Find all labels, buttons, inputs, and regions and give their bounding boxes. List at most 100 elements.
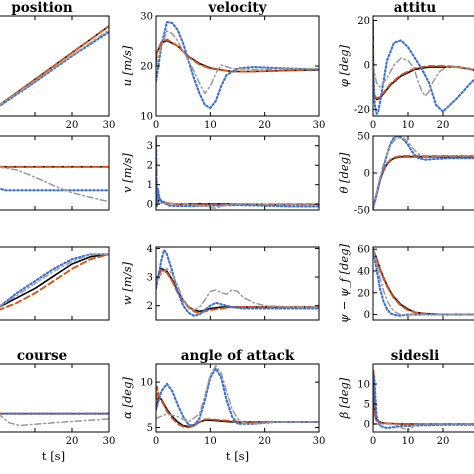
axes-box <box>0 363 110 433</box>
panel-title: course <box>17 348 67 364</box>
panel-title: attitu <box>394 0 437 16</box>
y-tick-label: 5 <box>147 423 153 434</box>
axes-box <box>372 363 474 433</box>
axes-box <box>0 135 110 211</box>
y-tick-label: 0 <box>147 200 153 211</box>
y-tick-label: 0 <box>364 420 370 431</box>
series-line-blue-dotted <box>156 136 319 208</box>
y-tick-label: 2 <box>147 161 153 172</box>
x-tick-label: 10 <box>204 120 217 131</box>
y-tick-label: 3 <box>147 141 153 152</box>
panel-angle-of-attack: 5 10 0 10 20 30 angle of attack α [deg] t [s] <box>120 348 325 463</box>
y-tick-label: 0 <box>364 310 370 321</box>
series-line-gray-dashdot <box>373 136 474 210</box>
y-tick-label: 10 <box>357 380 370 391</box>
x-tick-label: 20 <box>66 436 79 447</box>
panel-title: velocity <box>208 0 268 16</box>
panel-1-2: -50 0 50 θ [deg] <box>337 132 474 217</box>
y-tick-label: 20 <box>357 16 370 27</box>
series-line-blue-dotted <box>0 185 109 192</box>
series-line-blue-dotted <box>0 253 109 308</box>
panel-position: 20 30 position <box>0 0 115 131</box>
series-line-red-dashed <box>156 138 319 206</box>
x-tick-label: 10 <box>204 436 217 447</box>
panel-2-2: 0 20 40 60 ψ − ψ_f [deg] <box>337 243 474 323</box>
series-line-blue-dotted <box>373 248 474 317</box>
axes-box <box>155 363 320 433</box>
x-tick-label: 10 <box>402 436 415 447</box>
series-line-blue-dotted <box>373 374 474 430</box>
axes-box <box>372 135 474 211</box>
y-tick-label: 3 <box>147 273 153 284</box>
x-tick-label: 20 <box>258 436 271 447</box>
y-axis-label: β [deg] <box>337 377 351 419</box>
panel-2-0 <box>0 246 110 321</box>
x-tick-label: 30 <box>313 436 326 447</box>
y-tick-label: 50 <box>357 132 370 143</box>
x-tick-label: 20 <box>66 120 79 131</box>
series-line-gray-dashdot <box>373 57 474 97</box>
y-tick-label: 20 <box>357 288 370 299</box>
series-line-gray-dashdot <box>0 166 109 203</box>
series-line-gray-dashdot <box>156 202 319 209</box>
x-tick-label: 30 <box>103 436 116 447</box>
series-line-gray-dashdot <box>0 414 109 427</box>
series-line-gray-dashdot <box>156 30 319 95</box>
x-tick-label: 10 <box>402 120 415 131</box>
series-line-blue-dotted <box>156 367 319 427</box>
panel-title: sidesli <box>391 348 440 364</box>
panel-2-1: 2 3 4 w [m/s] <box>120 244 320 321</box>
x-tick-label: 0 <box>370 120 376 131</box>
axes-box <box>0 246 110 321</box>
x-tick-label: 20 <box>437 120 450 131</box>
series-line-black <box>373 155 474 210</box>
panel-title: angle of attack <box>181 348 295 364</box>
x-tick-label: 0 <box>153 436 159 447</box>
x-axis-label: t [s] <box>226 449 249 463</box>
series-line-gray-dashdot <box>0 253 109 308</box>
series-line-blue-dotted <box>156 248 319 317</box>
x-tick-label: 30 <box>103 120 116 131</box>
panel-sidesli: 0 5 10 0 10 20 sidesli β [deg] <box>337 348 474 447</box>
series-line-gray-dashdot <box>373 423 474 431</box>
y-tick-label: 0 <box>364 60 370 71</box>
y-tick-label: 10 <box>140 112 153 123</box>
series-line-blue-dotted <box>0 30 109 107</box>
series-line-black <box>156 267 319 313</box>
y-tick-label: 5 <box>364 400 370 411</box>
axes-box <box>155 246 320 321</box>
x-tick-label: 30 <box>313 120 326 131</box>
x-tick-label: 20 <box>437 436 450 447</box>
x-tick-label: 0 <box>153 120 159 131</box>
y-tick-label: 60 <box>357 245 370 256</box>
y-tick-label: 1 <box>147 180 153 191</box>
x-tick-label: 0 <box>370 436 376 447</box>
series-line-red-dashed <box>373 248 474 316</box>
y-axis-label: θ [deg] <box>337 152 351 194</box>
y-tick-label: 40 <box>357 266 370 277</box>
y-axis-label: φ [deg] <box>337 44 351 87</box>
axes-box <box>372 15 474 117</box>
series-line-gray-dashdot <box>0 29 109 106</box>
y-tick-label: 20 <box>140 62 153 73</box>
x-tick-label: 20 <box>258 120 271 131</box>
y-tick-label: 10 <box>140 378 153 389</box>
axes-box <box>0 15 110 117</box>
y-tick-label: 0 <box>364 169 370 180</box>
y-tick-label: 30 <box>140 12 153 23</box>
panel-title: position <box>11 0 73 16</box>
series-line-gray-dashdot <box>156 365 319 425</box>
y-tick-label: 2 <box>147 301 153 312</box>
panel-course: 20 30 course t [s] <box>0 348 115 463</box>
axes-box <box>372 246 474 321</box>
x-axis-label: t [s] <box>42 449 65 463</box>
series-line-red-dashed <box>156 38 319 73</box>
y-tick-label: 4 <box>147 244 153 255</box>
series-line-blue-dotted <box>156 20 319 110</box>
y-axis-label: v [m/s] <box>120 153 134 193</box>
y-axis-label: ψ − ψ_f [deg] <box>337 243 351 323</box>
y-axis-label: α [deg] <box>120 377 134 419</box>
